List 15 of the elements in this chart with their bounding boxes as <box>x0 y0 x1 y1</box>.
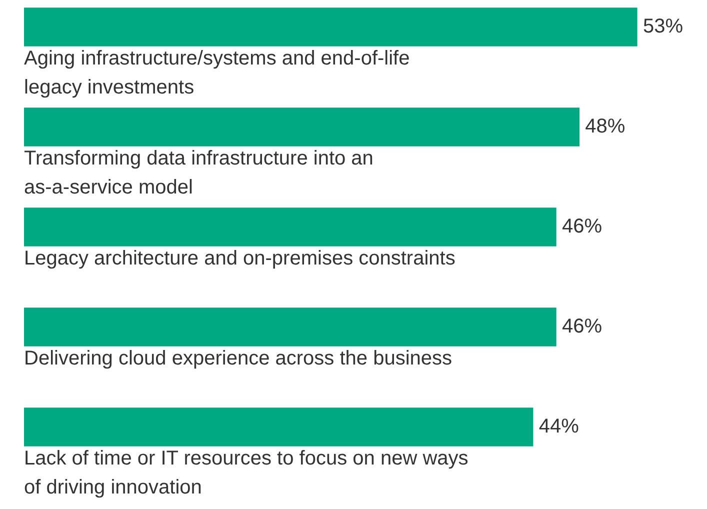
y-tick-label: Legacy architecture and on-premises constraints <box>24 248 456 270</box>
bar <box>24 108 580 146</box>
bar <box>24 208 556 246</box>
bar <box>24 8 638 46</box>
y-tick-label: Delivering cloud experience across the business <box>24 348 452 370</box>
data-label: 48% <box>585 116 626 138</box>
bar <box>24 308 556 346</box>
data-label: 44% <box>538 416 580 438</box>
data-label: 46% <box>562 316 602 338</box>
y-tick-label: Lack of time or IT resources to focus on new ways of driving innovation <box>24 448 468 499</box>
data-label: 53% <box>642 16 684 38</box>
bar <box>24 408 534 446</box>
data-label: 46% <box>562 216 602 238</box>
y-tick-label: Aging infrastructure/systems and end-of-life legacy investments <box>24 48 410 99</box>
y-tick-label: Transforming data infrastructure into an as-a-service model <box>24 148 374 199</box>
